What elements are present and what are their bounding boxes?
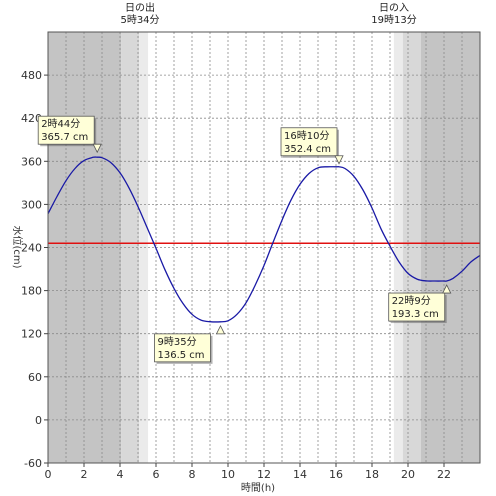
y-tick-label: 480 — [21, 69, 42, 82]
callout-box — [154, 333, 211, 363]
callout-value: 193.3 cm — [392, 309, 439, 320]
y-tick-label: 0 — [35, 414, 42, 427]
callout-pointer — [334, 155, 344, 165]
x-tick-label: 2 — [81, 468, 88, 481]
night-band — [420, 32, 480, 463]
x-tick-label: 12 — [257, 468, 271, 481]
annotation-callout: 9時35分 136.5 cm — [154, 324, 226, 364]
x-tick-label: 20 — [401, 468, 415, 481]
y-tick-label: -60 — [24, 457, 42, 470]
y-tick-label: 180 — [21, 285, 42, 298]
y-tick-label: 60 — [28, 371, 42, 384]
sunrise-label: 日の出 — [125, 1, 155, 14]
y-tick-label: 360 — [21, 155, 42, 168]
sunset-time: 19時13分 — [371, 14, 416, 26]
grid — [48, 32, 480, 463]
twilight-band — [402, 32, 421, 463]
tide-level-line — [47, 156, 481, 323]
callout-value: 136.5 cm — [157, 350, 204, 361]
annotation-callout: 2時44分 365.7 cm — [37, 115, 102, 154]
x-tick-label: 16 — [329, 468, 343, 481]
sunrise-time: 5時34分 — [120, 14, 159, 26]
y-axis-label: 水位(cm) — [11, 225, 24, 268]
x-tick-label: 4 — [117, 468, 124, 481]
sunset-label: 日の入 — [379, 3, 409, 14]
callout-value: 352.4 cm — [284, 144, 331, 155]
x-tick-label: 14 — [293, 468, 307, 481]
x-tick-label: 22 — [437, 468, 451, 481]
annotation-callout: 22時9分 193.3 cm — [388, 284, 452, 324]
callout-value: 365.7 cm — [41, 132, 88, 143]
x-tick-label: 18 — [365, 468, 379, 481]
axes: 0 2 4 6 8 10 12 14 16 18 20 22-60060120180240300360… — [21, 31, 481, 481]
callout-time: 2時44分 — [41, 118, 80, 130]
callout-box — [37, 115, 95, 145]
y-tick-label: 120 — [21, 328, 42, 341]
sun-labels: 日の出 5時34分 日の入 19時13分 — [120, 1, 416, 26]
x-tick-label: 8 — [189, 468, 196, 481]
x-tick-label: 0 — [45, 468, 52, 481]
x-tick-label: 10 — [221, 468, 235, 481]
x-axis-label: 時間(h) — [241, 482, 275, 494]
twilight-band — [393, 32, 403, 463]
annotation-callout: 16時10分 352.4 cm — [280, 127, 344, 165]
twilight-band — [121, 32, 140, 463]
annotations: 2時44分 365.7 cm 9時35分 136.5 cm 16時10分 352.4 cm… — [37, 115, 452, 364]
callout-pointer — [215, 324, 226, 335]
twilight-band — [139, 32, 149, 463]
y-tick-label: 240 — [21, 242, 42, 255]
callout-pointer — [92, 143, 102, 154]
callout-time: 9時35分 — [157, 336, 196, 348]
callout-time: 16時10分 — [284, 130, 329, 142]
callout-time: 22時9分 — [392, 295, 431, 307]
callout-box — [280, 127, 338, 157]
x-tick-label: 6 — [153, 468, 160, 481]
callout-pointer — [442, 284, 452, 294]
y-tick-label: 420 — [21, 112, 42, 125]
y-tick-label: 300 — [21, 198, 42, 211]
tide-series — [47, 156, 481, 323]
callout-box — [388, 292, 446, 322]
